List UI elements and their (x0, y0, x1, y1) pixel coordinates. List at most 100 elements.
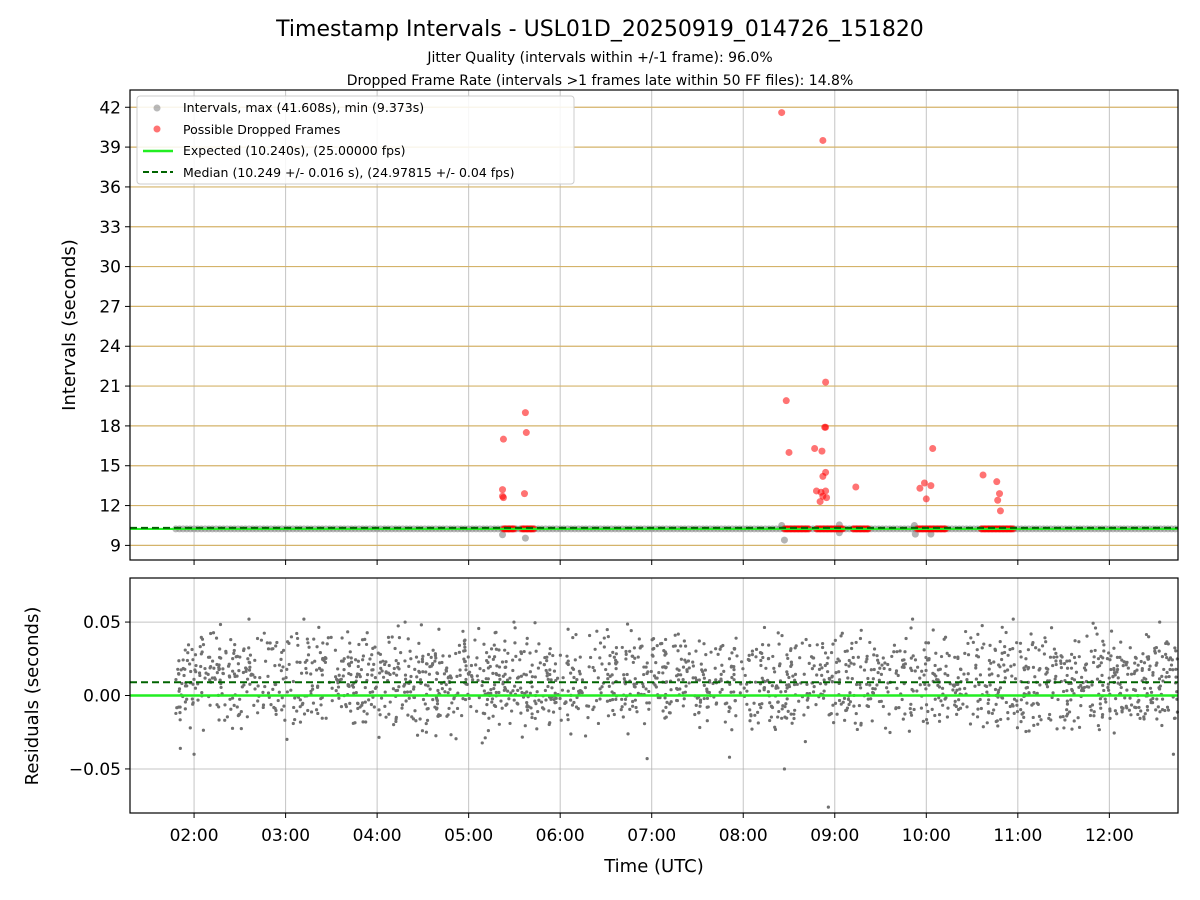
residual-point (491, 671, 495, 675)
residual-point (392, 722, 396, 727)
residual-point (1168, 667, 1172, 672)
dropped-frame-point (822, 487, 830, 495)
residual-point (787, 684, 792, 689)
residual-point (621, 715, 625, 719)
residual-point (612, 712, 616, 717)
residual-point (909, 713, 914, 717)
residual-point (868, 640, 872, 645)
residual-point (606, 714, 611, 718)
residual-point (507, 697, 511, 701)
residual-point (933, 713, 937, 718)
residual-point (1060, 655, 1064, 659)
residual-point (1102, 688, 1106, 693)
residual-point (908, 706, 912, 711)
residual-point (574, 633, 578, 637)
residual-point (1106, 685, 1110, 690)
residual-point (714, 678, 718, 682)
residual-point (232, 651, 236, 656)
residual-point (450, 701, 454, 705)
residual-point (464, 664, 468, 668)
residual-point (289, 635, 294, 639)
residual-point (767, 643, 771, 647)
intervals-axes-frame (129, 89, 1179, 561)
residual-point (901, 717, 905, 721)
residual-point (1101, 639, 1105, 643)
residual-point (515, 701, 519, 705)
residual-point (651, 647, 655, 651)
residual-point (600, 685, 604, 689)
residual-point (424, 721, 428, 726)
residual-point (348, 641, 352, 645)
residual-point (922, 648, 926, 652)
residual-point (551, 710, 556, 714)
residual-point (1011, 647, 1015, 651)
residual-point (830, 674, 834, 678)
residual-point (1162, 667, 1166, 672)
residual-point (1142, 686, 1147, 691)
residual-point (566, 689, 570, 693)
residual-point (1047, 716, 1051, 720)
residual-point (776, 686, 780, 690)
residual-point (530, 675, 535, 679)
residual-point (1054, 662, 1058, 667)
residual-point (280, 696, 284, 700)
residual-point (310, 684, 314, 688)
residual-point (178, 718, 182, 722)
residual-point (391, 687, 396, 691)
residual-point (888, 730, 892, 735)
residual-point (537, 698, 541, 702)
residual-point (847, 658, 851, 663)
residual-point (480, 741, 484, 745)
residual-point (955, 688, 959, 692)
residual-point (1174, 667, 1178, 671)
residual-point (634, 705, 638, 710)
residual-point (684, 684, 688, 688)
residual-point (536, 666, 541, 670)
residual-point (571, 667, 576, 671)
residuals-y-axis-label: Residuals (seconds) (22, 607, 43, 786)
residual-point (1121, 664, 1125, 668)
residual-point (1088, 704, 1092, 709)
residual-point (956, 676, 960, 680)
residual-point (546, 677, 550, 681)
residual-point (636, 691, 640, 695)
residual-point (651, 637, 656, 641)
residual-point (1101, 683, 1105, 687)
residual-point (1036, 702, 1040, 707)
residual-point (910, 668, 914, 673)
residual-point (742, 686, 746, 690)
residual-point (1124, 663, 1128, 667)
residual-point (658, 642, 663, 646)
residual-point (511, 689, 515, 693)
residual-point (975, 648, 979, 652)
residual-point (309, 710, 314, 714)
residual-point (811, 656, 815, 660)
residual-point (577, 691, 581, 695)
residual-point (542, 662, 546, 667)
residual-point (683, 690, 687, 694)
residual-point (650, 653, 654, 657)
residual-point (456, 691, 460, 695)
residual-point (1026, 648, 1030, 652)
residual-point (679, 657, 683, 661)
residual-point (549, 678, 553, 682)
residual-point (298, 720, 303, 724)
residual-point (493, 655, 497, 659)
residual-point (1024, 686, 1028, 690)
residual-point (463, 645, 467, 649)
residual-point (866, 676, 870, 681)
residual-point (178, 746, 182, 750)
residual-point (748, 719, 752, 723)
residual-point (218, 678, 222, 682)
residual-point (859, 665, 863, 669)
residual-point (324, 656, 328, 660)
residual-point (600, 662, 604, 666)
residual-point (1142, 676, 1146, 680)
residual-point (624, 652, 628, 656)
residual-point (503, 648, 507, 652)
residual-point (303, 660, 307, 664)
legend-label-expected: Expected (10.240s), (25.00000 fps) (183, 143, 405, 158)
residual-point (614, 667, 618, 671)
residual-point (370, 653, 374, 657)
residual-point (464, 668, 468, 672)
